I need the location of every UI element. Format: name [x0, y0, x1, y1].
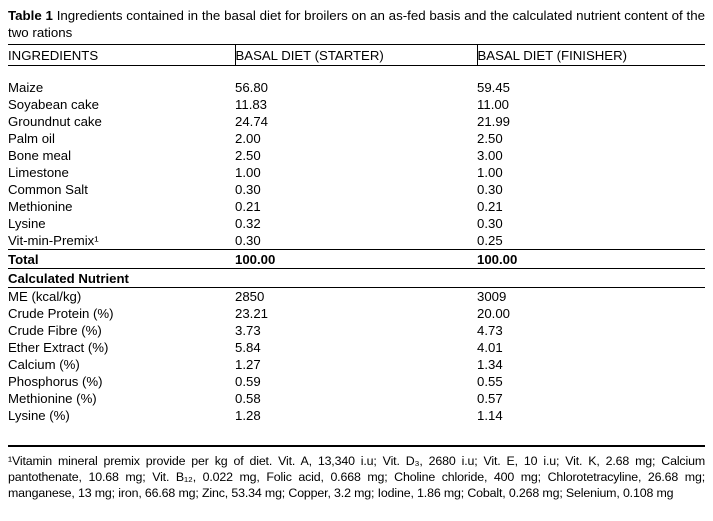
table-row: Methionine (%) 0.58 0.57 [8, 390, 705, 407]
finisher-value-cell: 0.57 [477, 391, 503, 406]
table-row: Calcium (%) 1.27 1.34 [8, 356, 705, 373]
ingredient-name-cell: Vit-min-Premix¹ [8, 233, 99, 248]
spacer-row [8, 424, 705, 447]
starter-value-cell: 1.00 [235, 165, 261, 180]
nutrient-name-cell: Crude Fibre (%) [8, 323, 102, 338]
table-row: Common Salt 0.30 0.30 [8, 181, 705, 198]
ingredient-name-cell: Bone meal [8, 148, 72, 163]
ingredients-table: INGREDIENTS BASAL DIET (STARTER) BASAL D… [8, 44, 705, 447]
ingredient-name-cell: Groundnut cake [8, 114, 102, 129]
finisher-value-cell: 0.30 [477, 182, 503, 197]
header-basal-diet-starter: BASAL DIET (STARTER) [234, 44, 477, 66]
table-row: Groundnut cake 24.74 21.99 [8, 113, 705, 130]
ingredient-name-cell: Maize [8, 80, 44, 95]
starter-value-cell: 56.80 [235, 80, 269, 95]
nutrient-name-cell: Ether Extract (%) [8, 340, 109, 355]
finisher-value-cell: 1.34 [477, 357, 503, 372]
finisher-value-cell: 20.00 [477, 306, 511, 321]
starter-value-cell: 2850 [235, 289, 265, 304]
ingredient-name-cell: Methionine [8, 199, 73, 214]
finisher-value-cell: 2.50 [477, 131, 503, 146]
nutrient-name-cell: Calcium (%) [8, 357, 80, 372]
starter-value-cell: 0.32 [235, 216, 261, 231]
starter-value-cell: 0.30 [235, 233, 261, 248]
caption-label: Table 1 [8, 8, 53, 23]
starter-value-cell: 5.84 [235, 340, 261, 355]
starter-value-cell: 0.30 [235, 182, 261, 197]
table-row: Lysine 0.32 0.30 [8, 215, 705, 232]
finisher-value-cell: 3009 [477, 289, 507, 304]
table-caption: Table 1 Ingredients contained in the bas… [8, 8, 705, 41]
starter-value-cell: 0.58 [235, 391, 261, 406]
section-label-cell: Calculated Nutrient [8, 268, 235, 288]
finisher-value-cell: 1.14 [477, 408, 503, 423]
finisher-value-cell: 1.00 [477, 165, 503, 180]
nutrient-name-cell: Lysine (%) [8, 408, 70, 423]
starter-value-cell: 0.59 [235, 374, 261, 389]
finisher-value-cell: 4.01 [477, 340, 503, 355]
total-label-cell: Total [8, 249, 235, 269]
starter-value-cell: 1.27 [235, 357, 261, 372]
ingredient-name-cell: Palm oil [8, 131, 55, 146]
spacer-row [8, 66, 705, 80]
table-row: Crude Protein (%) 23.21 20.00 [8, 305, 705, 322]
finisher-value-cell: 0.55 [477, 374, 503, 389]
table-row: Limestone 1.00 1.00 [8, 164, 705, 181]
table-row: Maize 56.80 59.45 [8, 79, 705, 96]
header-basal-diet-finisher: BASAL DIET (FINISHER) [476, 44, 705, 66]
finisher-value-cell: 0.25 [477, 233, 503, 248]
finisher-value-cell: 0.21 [477, 199, 503, 214]
starter-value-cell: 2.00 [235, 131, 261, 146]
table-row: Methionine 0.21 0.21 [8, 198, 705, 215]
total-finisher-cell: 100.00 [477, 249, 705, 269]
finisher-value-cell: 11.00 [477, 97, 510, 112]
ingredient-name-cell: Soyabean cake [8, 97, 99, 112]
table-row: Crude Fibre (%) 3.73 4.73 [8, 322, 705, 339]
starter-value-cell: 11.83 [235, 97, 268, 112]
finisher-value-cell: 21.99 [477, 114, 511, 129]
starter-value-cell: 23.21 [235, 306, 269, 321]
finisher-value-cell: 59.45 [477, 80, 511, 95]
nutrient-name-cell: Crude Protein (%) [8, 306, 114, 321]
table-row: ME (kcal/kg) 2850 3009 [8, 288, 705, 306]
table-row: Lysine (%) 1.28 1.14 [8, 407, 705, 424]
caption-text: Ingredients contained in the basal diet … [8, 8, 705, 40]
ingredient-name-cell: Common Salt [8, 182, 88, 197]
starter-value-cell: 2.50 [235, 148, 261, 163]
starter-value-cell: 1.28 [235, 408, 261, 423]
table-row: Vit-min-Premix¹ 0.30 0.25 [8, 232, 705, 250]
table-footnote: ¹Vitamin mineral premix provide per kg o… [8, 454, 705, 500]
nutrient-name-cell: Phosphorus (%) [8, 374, 103, 389]
starter-value-cell: 24.74 [235, 114, 269, 129]
total-starter-cell: 100.00 [235, 249, 477, 269]
table-row: Ether Extract (%) 5.84 4.01 [8, 339, 705, 356]
starter-value-cell: 3.73 [235, 323, 261, 338]
ingredient-name-cell: Limestone [8, 165, 69, 180]
table-row: Bone meal 2.50 3.00 [8, 147, 705, 164]
finisher-value-cell: 3.00 [477, 148, 503, 163]
finisher-value-cell: 4.73 [477, 323, 503, 338]
header-ingredients: INGREDIENTS [8, 44, 235, 66]
starter-value-cell: 0.21 [235, 199, 261, 214]
nutrient-name-cell: Methionine (%) [8, 391, 97, 406]
table-row: Phosphorus (%) 0.59 0.55 [8, 373, 705, 390]
finisher-value-cell: 0.30 [477, 216, 503, 231]
table-row: Soyabean cake 11.83 11.00 [8, 96, 705, 113]
nutrient-name-cell: ME (kcal/kg) [8, 289, 82, 304]
section-header-row: Calculated Nutrient [8, 268, 705, 288]
table-row: Palm oil 2.00 2.50 [8, 130, 705, 147]
ingredient-name-cell: Lysine [8, 216, 46, 231]
table-header-row: INGREDIENTS BASAL DIET (STARTER) BASAL D… [8, 44, 705, 66]
total-row: Total 100.00 100.00 [8, 249, 705, 269]
page: Table 1 Ingredients contained in the bas… [8, 8, 705, 500]
